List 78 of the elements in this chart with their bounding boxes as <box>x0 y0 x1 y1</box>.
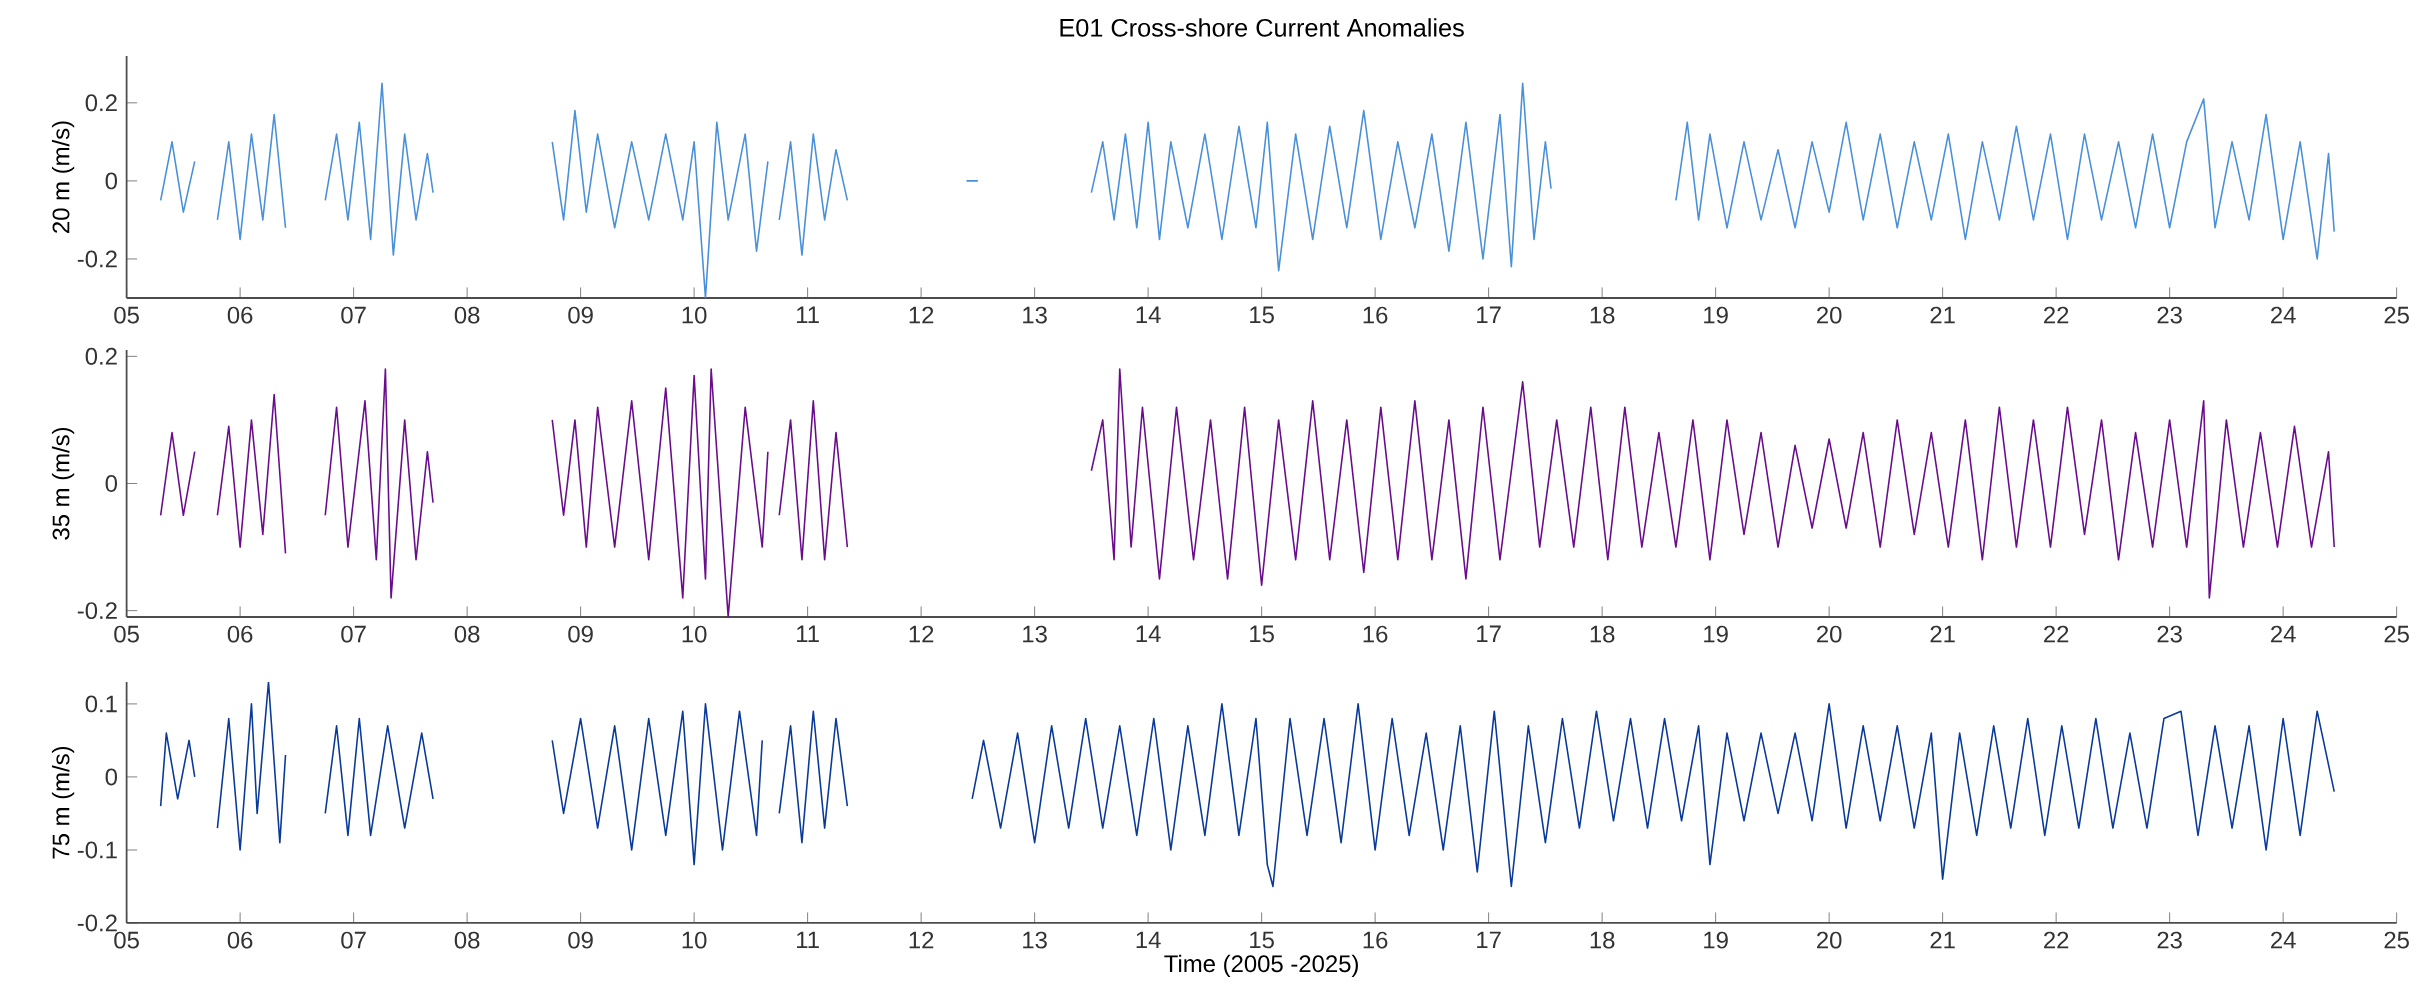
y-tick-label: -0.2 <box>77 914 117 932</box>
y-tick-label: -0.1 <box>77 841 117 859</box>
x-tick-label: 09 <box>568 625 593 643</box>
x-tick-label: 22 <box>2044 625 2069 643</box>
x-tick-label: 05 <box>114 625 139 643</box>
y-axis-title: 20 m (m/s) <box>51 121 75 233</box>
x-tick-label: 23 <box>2157 625 2182 643</box>
x-tick-label: 08 <box>454 625 480 643</box>
x-tick-label: 17 <box>1477 625 1501 643</box>
x-tick-label: 15 <box>1250 306 1274 324</box>
x-tick-label: 11 <box>797 306 819 324</box>
x-tick-label: 13 <box>1023 931 1047 949</box>
x-tick-label: 07 <box>341 931 366 949</box>
x-tick-label: 24 <box>2271 625 2296 643</box>
x-tick-label: 17 <box>1477 931 1501 949</box>
y-tick-label: 0.2 <box>85 347 117 365</box>
x-tick-label: 11 <box>797 931 819 949</box>
x-tick-label: 12 <box>909 625 934 643</box>
x-tick-label: 18 <box>1590 931 1615 949</box>
x-axis-title: Time (2005 -2025) <box>1164 954 1358 977</box>
x-tick-label: 20 <box>1817 625 1842 643</box>
x-tick-label: 15 <box>1250 931 1274 949</box>
x-tick-label: 13 <box>1023 625 1047 643</box>
y-axis-title: 75 m (m/s) <box>51 746 75 859</box>
x-tick-label: 23 <box>2157 306 2182 324</box>
x-tick-label: 10 <box>682 306 707 324</box>
x-tick-label: 12 <box>909 306 934 324</box>
x-tick-label: 08 <box>454 306 480 324</box>
x-tick-label: 21 <box>1930 306 1955 324</box>
x-tick-label: 21 <box>1930 931 1955 949</box>
x-tick-label: 18 <box>1590 625 1615 643</box>
y-tick-label: 0.1 <box>85 695 117 713</box>
x-tick-label: 17 <box>1477 306 1501 324</box>
x-tick-label: 21 <box>1930 625 1955 643</box>
x-tick-label: 07 <box>341 625 366 643</box>
y-tick-label: 0.2 <box>85 94 117 112</box>
x-tick-label: 16 <box>1363 306 1388 324</box>
x-tick-label: 10 <box>682 931 707 949</box>
x-tick-label: 23 <box>2157 931 2182 949</box>
x-tick-label: 24 <box>2271 306 2296 324</box>
y-tick-label: 0 <box>105 172 117 190</box>
y-tick-label: 0 <box>105 768 117 786</box>
y-tick-label: -0.2 <box>77 250 117 268</box>
y-tick-label: 0 <box>105 475 117 492</box>
x-tick-label: 20 <box>1817 931 1842 949</box>
x-tick-label: 06 <box>227 306 253 324</box>
x-tick-label: 25 <box>2384 625 2409 643</box>
x-tick-label: 19 <box>1704 931 1728 949</box>
x-tick-label: 05 <box>114 931 139 949</box>
y-tick-label: -0.2 <box>77 602 117 620</box>
x-tick-label: 25 <box>2384 931 2409 949</box>
x-tick-label: 12 <box>909 931 934 949</box>
y-axis-title: 35 m (m/s) <box>51 427 75 540</box>
x-tick-label: 11 <box>797 625 819 643</box>
x-tick-label: 24 <box>2271 931 2296 949</box>
x-tick-label: 22 <box>2044 306 2069 324</box>
x-tick-label: 08 <box>454 931 480 949</box>
x-tick-label: 16 <box>1363 625 1388 643</box>
x-tick-label: 10 <box>682 625 707 643</box>
x-tick-label: 14 <box>1136 306 1161 324</box>
x-tick-label: 09 <box>568 931 593 949</box>
x-tick-label: 19 <box>1704 306 1728 324</box>
x-tick-label: 14 <box>1136 625 1161 643</box>
chart-title: E01 Cross-shore Current Anomalies <box>1060 18 1464 37</box>
x-tick-label: 15 <box>1250 625 1274 643</box>
x-tick-label: 07 <box>341 306 366 324</box>
x-tick-label: 19 <box>1704 625 1728 643</box>
x-tick-label: 16 <box>1363 931 1388 949</box>
x-tick-label: 18 <box>1590 306 1615 324</box>
x-tick-label: 20 <box>1817 306 1842 324</box>
x-tick-label: 09 <box>568 306 593 324</box>
x-tick-label: 25 <box>2384 306 2409 324</box>
x-tick-label: 22 <box>2044 931 2069 949</box>
x-tick-label: 05 <box>114 306 139 324</box>
x-tick-label: 06 <box>227 625 253 643</box>
x-tick-label: 14 <box>1136 931 1161 949</box>
x-tick-label: 13 <box>1023 306 1047 324</box>
x-tick-label: 06 <box>227 931 253 949</box>
